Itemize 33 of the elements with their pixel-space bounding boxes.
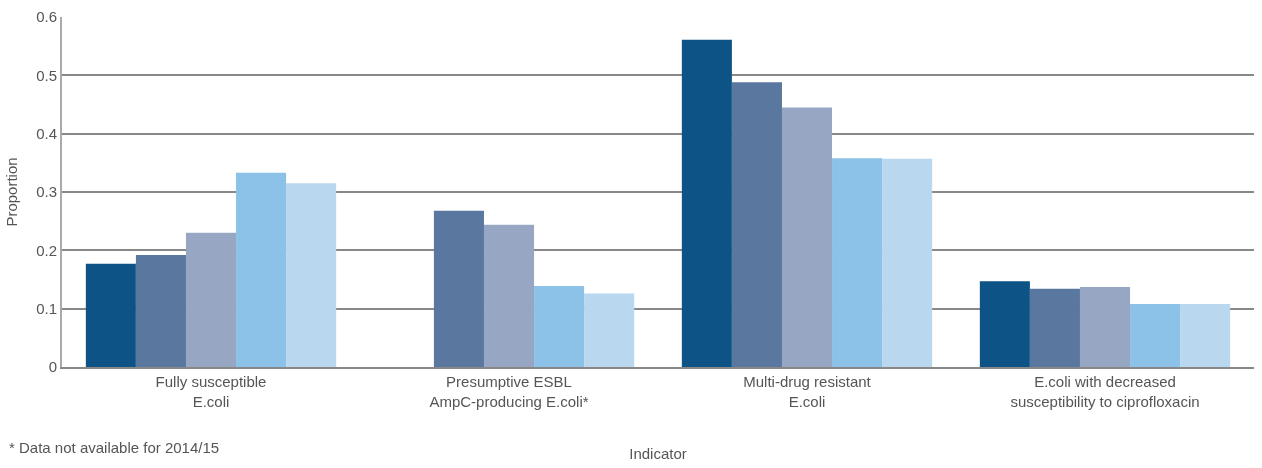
x-tick-label: Multi-drug resistant E.coli <box>743 373 872 410</box>
bar <box>185 232 237 367</box>
bar <box>584 293 635 367</box>
bar <box>882 158 933 367</box>
bar <box>85 263 136 367</box>
x-axis-title: Indicator <box>629 445 687 462</box>
bar <box>832 158 883 367</box>
y-tick-label: 0.1 <box>36 299 57 317</box>
bar <box>135 255 186 367</box>
y-tick-label: 0 <box>48 358 57 376</box>
bar <box>433 210 484 367</box>
x-tick-label: Fully susceptible E.coli <box>155 373 267 410</box>
y-tick-label: 0.2 <box>36 241 57 259</box>
bar <box>731 82 782 367</box>
x-tick-label: Presumptive ESBL AmpC-producing E.coli* <box>429 373 589 410</box>
bar <box>1079 287 1131 367</box>
bar <box>483 224 535 367</box>
bar <box>236 172 287 367</box>
y-tick-label: 0.5 <box>36 66 57 84</box>
x-tick-label: E.coli with decreased susceptibility to ciprofloxacin <box>1010 373 1200 410</box>
bar <box>1029 288 1080 367</box>
bar <box>1130 304 1181 367</box>
y-tick-label: 0.6 <box>36 8 57 26</box>
bar <box>286 183 337 367</box>
bar <box>1180 304 1231 367</box>
bar <box>534 285 585 367</box>
text: * Data not available for 2014/15 <box>9 439 220 456</box>
bar <box>979 281 1030 367</box>
bar <box>681 39 732 367</box>
y-tick-label: 0.4 <box>36 124 57 142</box>
y-tick-label: 0.3 <box>36 183 57 201</box>
y-axis-title: Proportion <box>2 157 20 227</box>
bar <box>781 107 833 367</box>
